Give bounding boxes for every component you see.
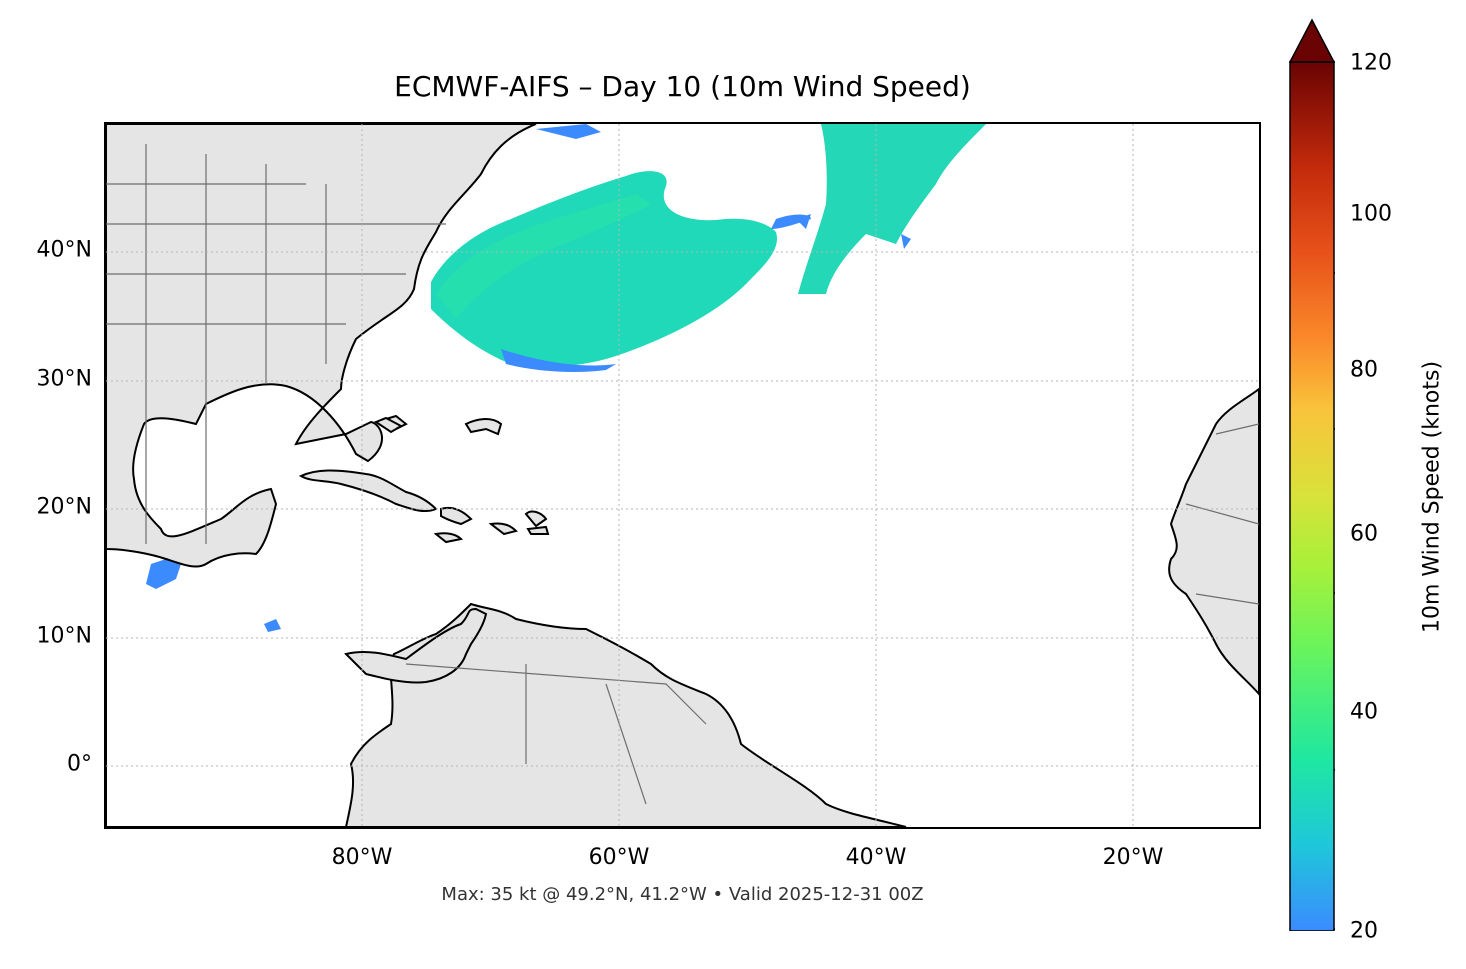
lon-label-20w: 20°W [1102,845,1164,870]
wind-shading [146,124,986,632]
colorbar-tick-40: 40 [1350,699,1378,725]
lon-label-40w: 40°W [845,845,907,870]
colorbar-arrow [1289,18,1335,62]
borders [106,144,1259,805]
lat-label-20n: 20°N [36,494,92,520]
colorbar-tick-100: 100 [1350,201,1392,227]
map-title: ECMWF-AIFS – Day 10 (10m Wind Speed) [394,70,971,103]
colorbar [1288,18,1341,932]
lat-label-0: 0° [67,751,92,777]
map-frame[interactable] [104,122,1261,829]
gridlines [106,124,1259,827]
colorbar-tick-120: 120 [1350,50,1392,76]
colorbar-tick-20: 20 [1350,918,1378,944]
lat-label-10n: 10°N [36,623,92,649]
colorbar-title: 10m Wind Speed (knots) [1419,360,1445,634]
lat-label-30n: 30°N [36,366,92,392]
land [106,124,1259,827]
footer-text: Max: 35 kt @ 49.2°N, 41.2°W • Valid 2025… [441,884,924,905]
lat-label-40n: 40°N [36,237,92,263]
lon-label-60w: 60°W [588,845,650,870]
colorbar-gradient [1289,61,1335,932]
lon-label-80w: 80°W [331,845,393,870]
colorbar-tick-60: 60 [1350,521,1378,547]
map-canvas [106,124,1259,827]
caribbean-islands [298,416,550,544]
colorbar-tick-80: 80 [1350,357,1378,383]
